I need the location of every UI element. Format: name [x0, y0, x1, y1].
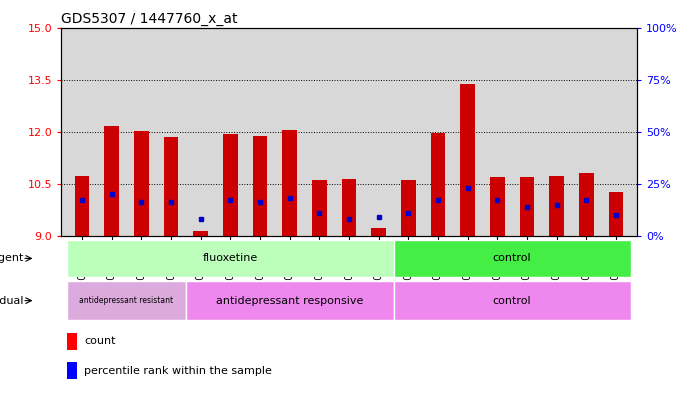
Bar: [75, 176, 89, 236]
Bar: [550, 176, 564, 236]
Text: agent: agent: [0, 253, 24, 263]
Bar: [67, 240, 394, 277]
Bar: [490, 178, 505, 236]
Text: control: control: [493, 296, 531, 306]
Bar: [104, 126, 119, 236]
Text: individual: individual: [0, 296, 24, 306]
Text: fluoxetine: fluoxetine: [203, 253, 258, 263]
Text: antidepressant responsive: antidepressant responsive: [216, 296, 364, 306]
Bar: [430, 133, 445, 236]
Bar: [371, 228, 386, 236]
Text: percentile rank within the sample: percentile rank within the sample: [84, 365, 272, 376]
Bar: [67, 362, 78, 379]
Bar: [186, 281, 394, 320]
Bar: [401, 180, 416, 236]
Bar: [609, 193, 623, 236]
Bar: [67, 333, 78, 350]
Bar: [134, 131, 148, 236]
Bar: [394, 281, 631, 320]
Bar: [520, 178, 535, 236]
Text: control: control: [493, 253, 531, 263]
Bar: [312, 180, 327, 236]
Bar: [163, 137, 178, 236]
Text: GDS5307 / 1447760_x_at: GDS5307 / 1447760_x_at: [61, 13, 238, 26]
Bar: [460, 84, 475, 236]
Bar: [579, 173, 594, 236]
Text: antidepressant resistant: antidepressant resistant: [80, 296, 174, 305]
Bar: [282, 130, 297, 236]
Bar: [67, 281, 186, 320]
Bar: [193, 231, 208, 236]
Bar: [342, 179, 356, 236]
Bar: [253, 136, 268, 236]
Bar: [223, 134, 238, 236]
Text: count: count: [84, 336, 116, 346]
Bar: [394, 240, 631, 277]
